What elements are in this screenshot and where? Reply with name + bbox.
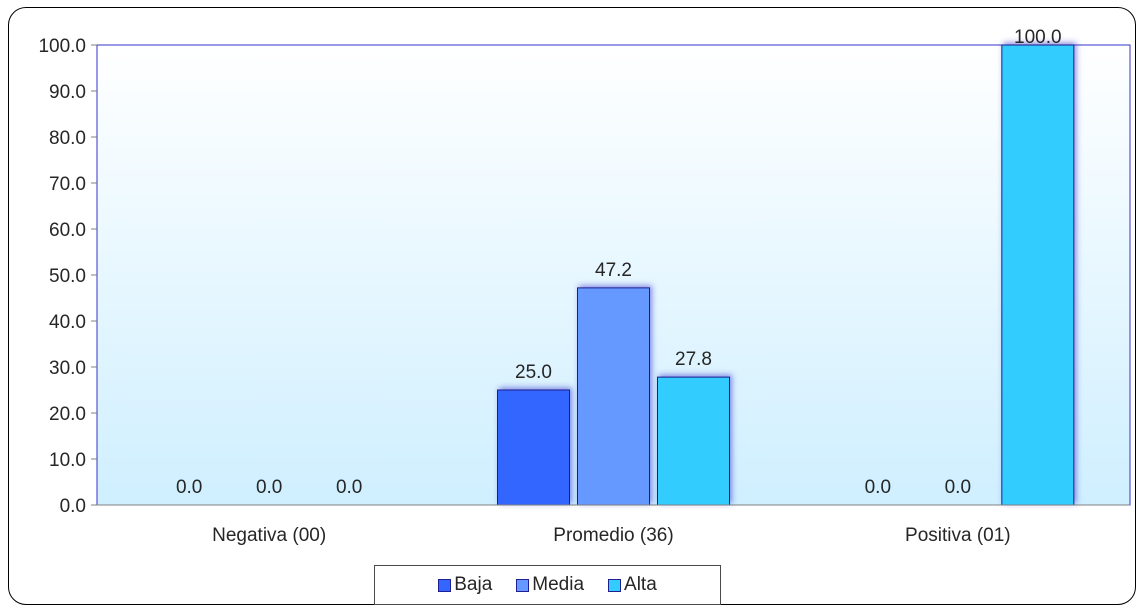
data-label-alta: 0.0 — [336, 477, 362, 498]
legend-item-baja: Baja — [438, 574, 492, 596]
legend-label-media: Media — [532, 574, 585, 595]
legend-swatch-alta — [608, 578, 622, 592]
legend-swatch-media — [516, 578, 530, 592]
legend-item-alta: Alta — [608, 574, 657, 596]
bars — [497, 44, 1075, 506]
y-tick-label: 10.0 — [49, 450, 86, 471]
bar-alta — [657, 376, 730, 506]
y-tick-label: 70.0 — [49, 174, 86, 195]
data-label-alta: 100.0 — [1014, 27, 1062, 48]
y-tick-label: 30.0 — [49, 358, 86, 379]
y-axis: 0.0 10.0 20.0 30.0 40.0 50.0 60.0 70.0 80.0 90.0 1… — [38, 36, 97, 517]
data-label-media: 0.0 — [945, 477, 971, 498]
y-tick-label: 40.0 — [49, 312, 86, 333]
y-tick-label: 20.0 — [49, 404, 86, 425]
y-tick-label: 90.0 — [49, 82, 86, 103]
y-tick-label: 50.0 — [49, 266, 86, 287]
legend-label-alta: Alta — [624, 574, 657, 595]
data-label-baja: 0.0 — [865, 477, 891, 498]
category-label: Promedio (36) — [553, 525, 673, 546]
data-label-baja: 0.0 — [176, 477, 202, 498]
y-tick-label: 100.0 — [38, 36, 86, 57]
y-tick-label: 80.0 — [49, 128, 86, 149]
category-label: Negativa (00) — [212, 525, 326, 546]
data-labels: 0.0 0.0 0.0 25.0 47.2 27.8 0.0 0.0 100.0 — [176, 27, 1062, 498]
y-tick-label: 0.0 — [60, 496, 86, 517]
category-label: Positiva (01) — [905, 525, 1011, 546]
bar-media — [577, 287, 650, 506]
legend: Baja Media Alta — [374, 565, 721, 605]
bar-alta — [1001, 44, 1075, 506]
x-axis: Negativa (00) Promedio (36) Positiva (01) — [97, 504, 1130, 546]
data-label-media: 47.2 — [595, 260, 632, 281]
data-label-baja: 25.0 — [515, 362, 552, 383]
y-tick-label: 60.0 — [49, 220, 86, 241]
legend-swatch-baja — [438, 578, 452, 592]
legend-item-media: Media — [516, 574, 584, 596]
data-label-media: 0.0 — [256, 477, 282, 498]
legend-label-baja: Baja — [454, 574, 493, 595]
bar-baja — [497, 389, 570, 506]
data-label-alta: 27.8 — [675, 349, 712, 370]
